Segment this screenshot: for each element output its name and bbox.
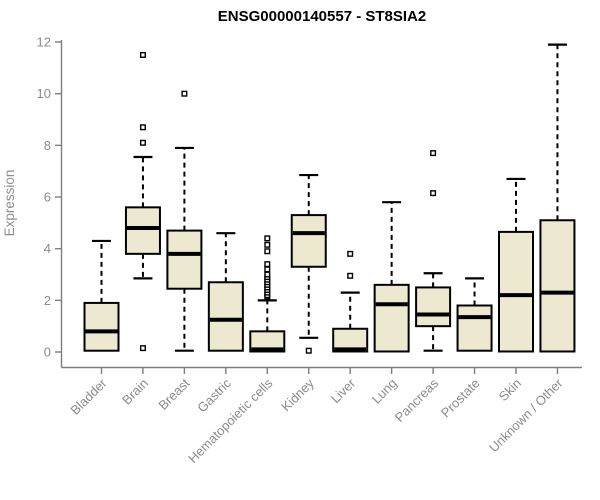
iqr-box [249, 330, 286, 353]
outlier-point [264, 241, 271, 248]
y-tick-label: 4 [44, 241, 51, 256]
y-tick-labels: 0 2 4 6 8 10 12 [37, 35, 51, 360]
outlier-point [264, 261, 271, 268]
chart-title: ENSG00000140557 - ST8SIA2 [218, 8, 426, 25]
iqr-box [539, 219, 576, 353]
outlier-point [305, 347, 312, 354]
x-tick-label-prostate: Prostate [438, 376, 483, 421]
box-liver [332, 250, 369, 353]
outlier-point [181, 90, 188, 97]
outlier-point [264, 248, 271, 255]
x-tick-label-kidney: Kidney [278, 375, 317, 414]
box-breast [166, 90, 203, 352]
outlier-point [139, 139, 146, 146]
x-tick-label-bladder: Bladder [67, 375, 110, 418]
x-tick-label-skin: Skin [496, 376, 524, 404]
box-lung [373, 201, 410, 353]
iqr-box [456, 304, 493, 352]
box-prostate [456, 277, 493, 352]
iqr-box [498, 230, 534, 353]
y-tick-label: 10 [37, 86, 51, 101]
x-tick-label-unknown-other: Unknown / Other [486, 375, 566, 455]
box-brain [124, 51, 161, 352]
outlier-point [139, 345, 146, 352]
iqr-box [207, 281, 244, 352]
y-tick-label: 0 [44, 345, 51, 360]
y-tick-label: 12 [37, 35, 51, 50]
y-axis-title: Expression [2, 170, 17, 237]
axes [55, 40, 582, 374]
box-hematopoietic-cells [249, 235, 286, 353]
outlier-point [430, 190, 437, 197]
y-tick-label: 8 [44, 138, 51, 153]
x-tick-label-lung: Lung [369, 376, 400, 407]
outlier-point [347, 272, 354, 279]
box-unknown-other [539, 43, 576, 353]
y-tick-label: 2 [44, 293, 51, 308]
box-skin [498, 177, 534, 353]
outlier-point [139, 51, 146, 58]
iqr-box [124, 206, 161, 255]
box-kidney [290, 173, 327, 354]
outlier-point [264, 235, 271, 242]
outlier-point [430, 150, 437, 157]
outlier-point [347, 250, 354, 257]
iqr-box [290, 214, 327, 268]
box-bladder [83, 239, 120, 352]
outlier-point [264, 266, 271, 273]
outlier-point [264, 271, 271, 278]
y-tick-label: 6 [44, 190, 51, 205]
boxplot-series [83, 43, 576, 354]
iqr-box [373, 283, 410, 353]
iqr-box [166, 229, 203, 290]
iqr-box [332, 327, 369, 353]
x-tick-label-liver: Liver [328, 375, 359, 406]
box-gastric [207, 232, 244, 352]
box-pancreas [415, 150, 452, 352]
x-tick-label-breast: Breast [155, 375, 192, 412]
x-tick-label-gastric: Gastric [194, 375, 234, 415]
x-tick-label-brain: Brain [119, 376, 151, 408]
iqr-box [83, 301, 120, 352]
x-tick-label-pancreas: Pancreas [392, 375, 442, 425]
outlier-point [139, 124, 146, 131]
iqr-box [415, 286, 452, 328]
